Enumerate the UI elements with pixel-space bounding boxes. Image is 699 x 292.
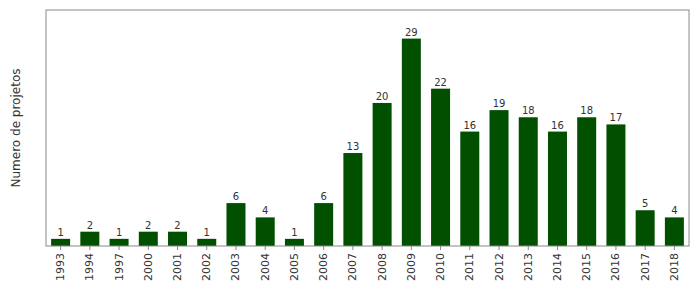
data-label: 1: [291, 227, 297, 238]
data-label: 2: [145, 220, 151, 231]
x-tick: [352, 246, 353, 250]
bars: [51, 39, 684, 246]
x-tick-label: 2003: [229, 253, 242, 281]
x-tick-label: 2004: [259, 253, 272, 281]
bar: [197, 239, 216, 246]
x-tick: [60, 246, 61, 250]
x-tick-label: 1993: [54, 253, 67, 281]
x-tick-label: 2014: [551, 253, 564, 281]
x-tick-label: 2006: [317, 253, 330, 281]
x-tick: [382, 246, 383, 250]
x-tick: [557, 246, 558, 250]
data-label: 13: [347, 141, 360, 152]
x-tick-label: 2015: [580, 253, 593, 281]
bar: [80, 232, 99, 246]
data-label: 18: [522, 105, 535, 116]
data-label: 1: [57, 227, 63, 238]
chart: 1212216416132029221619181618175419931994…: [0, 0, 699, 292]
data-labels: 12122164161320292216191816181754: [57, 27, 677, 238]
data-label: 1: [116, 227, 122, 238]
x-tick-label: 2012: [493, 253, 506, 281]
bar: [606, 124, 625, 246]
x-tick-label: 2000: [142, 253, 155, 281]
x-tick-label: 2007: [346, 253, 359, 281]
bar: [168, 232, 187, 246]
data-label: 18: [580, 105, 593, 116]
bar: [373, 103, 392, 246]
data-label: 20: [376, 91, 389, 102]
x-tick: [206, 246, 207, 250]
x-tick: [294, 246, 295, 250]
x-tick: [499, 246, 500, 250]
data-label: 6: [320, 191, 326, 202]
bar: [490, 110, 509, 246]
bar: [431, 89, 450, 246]
chart-container: 1212216416132029221619181618175419931994…: [0, 0, 699, 292]
bar: [548, 132, 567, 246]
x-tick: [177, 246, 178, 250]
x-tick-label: 2005: [288, 253, 301, 281]
data-label: 19: [493, 98, 506, 109]
bar: [519, 117, 538, 246]
bar: [665, 217, 684, 246]
data-label: 16: [551, 120, 564, 131]
plot-frame: [46, 10, 689, 246]
x-tick-label: 2010: [434, 253, 447, 281]
x-tick-label: 2016: [609, 253, 622, 281]
data-label: 4: [671, 205, 677, 216]
x-tick-label: 2017: [639, 253, 652, 281]
data-label: 29: [405, 27, 418, 38]
x-tick: [586, 246, 587, 250]
x-tick: [265, 246, 266, 250]
x-axis: 1993 1994 1997 2000 2001 2002 2003 2004 2005 2006…: [54, 246, 681, 281]
x-tick: [469, 246, 470, 250]
x-tick: [89, 246, 90, 250]
x-tick: [148, 246, 149, 250]
x-tick: [119, 246, 120, 250]
bar: [460, 132, 479, 246]
bar: [636, 210, 655, 246]
x-tick: [645, 246, 646, 250]
data-label: 4: [262, 205, 268, 216]
bar: [256, 217, 275, 246]
x-tick: [440, 246, 441, 250]
x-tick-label: 2018: [668, 253, 681, 281]
x-tick: [411, 246, 412, 250]
data-label: 17: [610, 112, 623, 123]
x-tick: [323, 246, 324, 250]
bar: [285, 239, 304, 246]
bar: [51, 239, 70, 246]
bar: [226, 203, 245, 246]
x-tick-label: 2008: [376, 253, 389, 281]
bar: [139, 232, 158, 246]
bar: [314, 203, 333, 246]
y-axis-label: Numero de projetos: [9, 69, 23, 188]
x-tick-label: 2009: [405, 253, 418, 281]
x-tick: [615, 246, 616, 250]
x-tick-label: 2011: [463, 253, 476, 281]
x-tick-label: 2002: [200, 253, 213, 281]
x-tick: [674, 246, 675, 250]
data-label: 1: [204, 227, 210, 238]
bar: [343, 153, 362, 246]
data-label: 16: [463, 120, 476, 131]
x-tick-label: 2001: [171, 253, 184, 281]
x-tick-label: 1994: [83, 253, 96, 281]
data-label: 22: [434, 77, 447, 88]
bar: [577, 117, 596, 246]
bar: [402, 39, 421, 246]
x-tick: [528, 246, 529, 250]
data-label: 5: [642, 198, 648, 209]
x-tick: [235, 246, 236, 250]
data-label: 2: [87, 220, 93, 231]
x-tick-label: 2013: [522, 253, 535, 281]
x-tick-label: 1997: [113, 253, 126, 281]
data-label: 6: [233, 191, 239, 202]
bar: [110, 239, 129, 246]
data-label: 2: [174, 220, 180, 231]
